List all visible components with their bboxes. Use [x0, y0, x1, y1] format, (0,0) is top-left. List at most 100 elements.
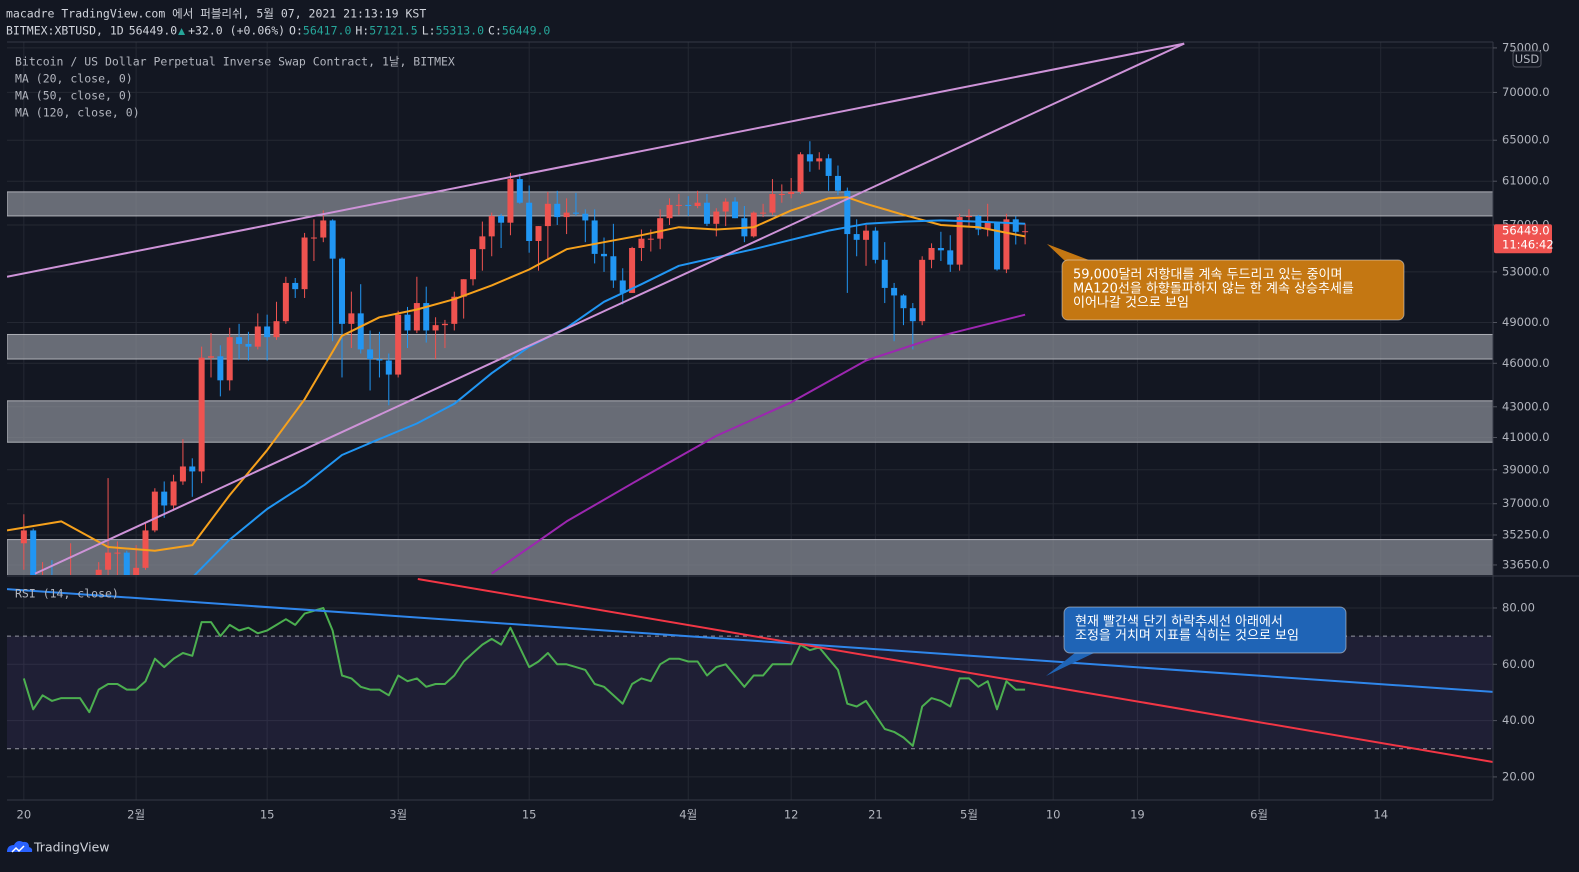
- candle-body: [778, 194, 785, 196]
- candle-body: [105, 552, 112, 570]
- candle-body: [451, 296, 458, 324]
- candle-body: [348, 313, 355, 324]
- candle-body: [535, 226, 542, 241]
- header-field: 55313.0: [436, 24, 485, 38]
- candle-body: [928, 247, 935, 260]
- candle-body: [470, 249, 477, 280]
- rsi-panel: [7, 578, 1493, 763]
- candle-body: [657, 218, 664, 239]
- currency-badge: [1512, 50, 1542, 68]
- candle-body: [638, 238, 645, 248]
- candle-body: [900, 295, 907, 309]
- last-price: 56449.0: [1502, 224, 1550, 238]
- x-tick-label: 4월: [679, 808, 697, 822]
- axis-layer: 20 2월 15 3월 15 4월 12 21 5월 10 19 6월 1475000.070000.0…: [15, 40, 1554, 821]
- candle-body: [301, 237, 308, 290]
- candle-body: [498, 215, 505, 223]
- x-tick-label: 5월: [960, 808, 978, 822]
- candle-body: [170, 481, 177, 506]
- header-field: ▲: [178, 24, 185, 38]
- price-panel: [7, 42, 1493, 575]
- candle-body: [853, 234, 860, 240]
- candle-body: [123, 552, 130, 575]
- rsi-band: [7, 636, 1493, 749]
- candle-body: [937, 247, 944, 251]
- y-tick-label: 49000.0: [1502, 315, 1550, 329]
- y-tick-label: 70000.0: [1502, 85, 1550, 99]
- chart-title: Bitcoin / US Dollar Perpetual Inverse Sw…: [15, 55, 455, 69]
- candle-body: [582, 213, 589, 221]
- moving-average: [193, 219, 1026, 575]
- candle-body: [881, 259, 888, 288]
- x-tick-label: 21: [868, 808, 883, 822]
- candle-body: [151, 491, 158, 531]
- candle-body: [441, 323, 448, 326]
- header-field: H:: [355, 24, 369, 38]
- candle-body: [161, 491, 168, 506]
- legend-entry: MA (120, close, 0): [15, 106, 140, 120]
- candle-body: [273, 321, 280, 338]
- last-price-box: [1494, 224, 1552, 254]
- candle-body: [404, 314, 411, 331]
- callout-text: 이어나갈 것으로 보임: [1073, 296, 1189, 311]
- candle-body: [572, 212, 579, 214]
- candle-body: [236, 337, 243, 344]
- moving-average: [491, 313, 1026, 575]
- y-tick-label: 37000.0: [1502, 496, 1550, 510]
- candle-body: [198, 357, 205, 472]
- candle-body: [994, 222, 1001, 270]
- candle-body: [20, 530, 27, 544]
- trendline: [7, 588, 1493, 693]
- candle-body: [610, 256, 617, 281]
- candle-body: [816, 158, 823, 162]
- candle-body: [601, 253, 608, 257]
- zone: [7, 333, 1493, 360]
- callout-text: 조정을 거치며 지표를 식히는 것으로 보임: [1075, 629, 1299, 644]
- callout-text: 59,000달러 저항대를 계속 두드리고 있는 중이며: [1073, 268, 1342, 283]
- x-tick-label: 15: [260, 808, 275, 822]
- callout-box: [1063, 606, 1347, 654]
- callout-pointer: [1046, 652, 1096, 676]
- candle-body: [432, 325, 439, 331]
- x-tick-label: 19: [1130, 808, 1145, 822]
- y-tick-label: 61000.0: [1502, 174, 1550, 188]
- logo-icon: [7, 841, 33, 852]
- candle-body: [488, 215, 495, 237]
- header-field: 56449.0: [129, 24, 178, 38]
- rsi-line: [22, 607, 1026, 747]
- candle-body: [769, 194, 776, 213]
- brand-name: TradingView: [33, 840, 110, 855]
- trendline: [7, 42, 1185, 278]
- candle-body: [1003, 219, 1010, 270]
- candle-body: [339, 258, 346, 324]
- candle-body: [179, 466, 186, 482]
- y-tick-label: 60.00: [1502, 657, 1535, 671]
- header-field: BITMEX:XBTUSD, 1D: [6, 24, 124, 38]
- candle-body: [666, 204, 673, 219]
- candle-body: [834, 175, 841, 191]
- candle-body: [320, 220, 327, 238]
- header-field: C:: [488, 24, 502, 38]
- zone: [7, 191, 1493, 217]
- candle-body: [732, 201, 739, 219]
- y-tick-label: 35250.0: [1502, 527, 1550, 541]
- candle-body: [675, 204, 682, 206]
- candle-body: [385, 360, 392, 375]
- header-field: 56417.0: [303, 24, 352, 38]
- x-tick-label: 12: [784, 808, 799, 822]
- x-tick-label: 20: [17, 808, 32, 822]
- header-field: +32.0 (+0.06%): [188, 24, 285, 38]
- countdown: 11:46:42: [1502, 238, 1554, 252]
- x-tick-label: 14: [1373, 808, 1388, 822]
- candle-body: [1012, 219, 1019, 232]
- y-tick-label: 53000.0: [1502, 264, 1550, 278]
- candle-body: [685, 204, 692, 206]
- candle-body: [750, 212, 757, 237]
- x-tick-label: 10: [1046, 808, 1061, 822]
- x-tick-label: 3월: [389, 808, 407, 822]
- x-tick-label: 6월: [1250, 808, 1268, 822]
- candle-body: [423, 303, 430, 331]
- candle-body: [619, 280, 626, 293]
- y-tick-label: 46000.0: [1502, 356, 1550, 370]
